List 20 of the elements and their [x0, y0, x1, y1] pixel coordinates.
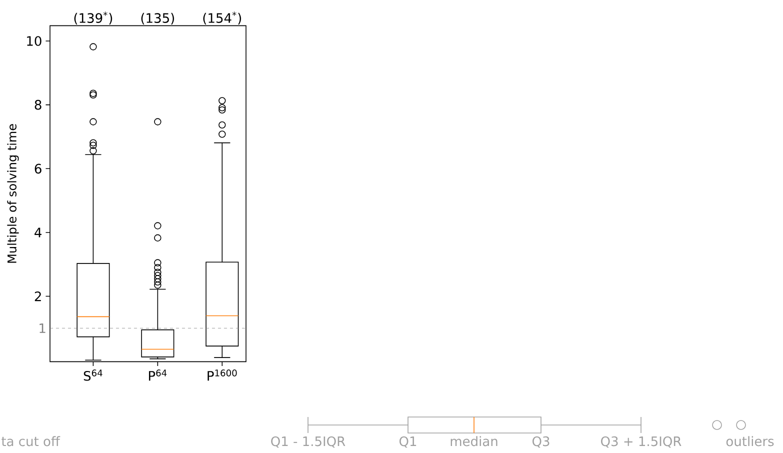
text: outliers: [726, 436, 774, 446]
text: Q1 - 1.5IQR: [271, 436, 346, 448]
y-tick-label: 2: [34, 291, 41, 302]
text: median: [450, 436, 498, 446]
y-tick-label: 4: [34, 228, 42, 238]
text: Q3: [532, 436, 550, 448]
x-tick-label: S$^{64}$: [84, 370, 102, 381]
text: ta cut off: [2, 436, 60, 446]
x-tick-label: P$^{1600}$: [208, 370, 237, 381]
y-tick-label: 10: [27, 36, 42, 46]
text: (154$^{*}$): [203, 12, 242, 24]
text: (135): [141, 12, 174, 24]
text: Q3 + 1.5IQR: [601, 436, 682, 448]
y-axis-title: Multiple of solving time: [7, 124, 19, 263]
ref-line-label: 1: [40, 323, 46, 333]
x-tick-label: P$^{64}$: [148, 370, 167, 381]
text: (139$^{*}$): [74, 12, 112, 24]
y-tick-label: 8: [34, 100, 42, 110]
text: Q1: [399, 436, 416, 448]
y-tick-label: 6: [34, 164, 42, 174]
